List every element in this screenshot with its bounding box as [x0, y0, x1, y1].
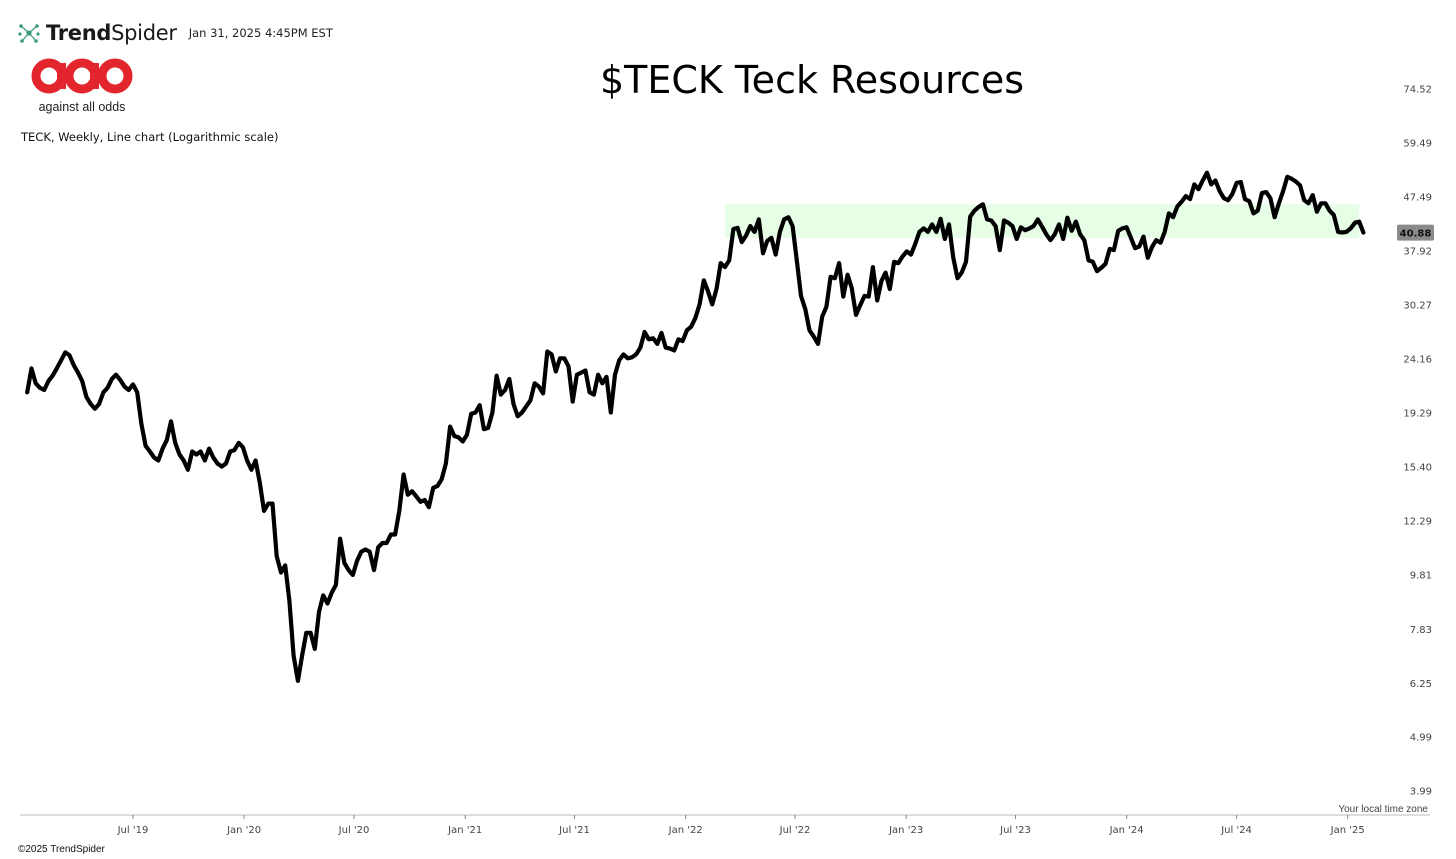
aao-logo-mark	[31, 58, 133, 94]
x-tick-label: Jul '23	[999, 825, 1031, 836]
y-tick-label: 9.81	[1410, 571, 1432, 582]
y-tick-label: 24.16	[1403, 355, 1432, 366]
y-tick-label: 47.49	[1403, 193, 1432, 204]
y-tick-label: 3.99	[1410, 786, 1432, 797]
y-tick-label: 6.25	[1410, 679, 1432, 690]
x-tick-label: Jul '24	[1220, 825, 1252, 836]
timestamp: Jan 31, 2025 4:45PM EST	[188, 26, 333, 40]
y-tick-label: 37.92	[1403, 247, 1432, 258]
resistance-zone	[724, 204, 1360, 238]
aao-logo-text: against all odds	[38, 100, 126, 114]
chart-subtitle: TECK, Weekly, Line chart (Logarithmic sc…	[21, 130, 279, 144]
y-tick-label: 74.52	[1403, 85, 1432, 96]
x-tick-label: Jul '21	[558, 825, 590, 836]
x-tick-label: Jul '19	[117, 825, 149, 836]
y-tick-label: 15.40	[1403, 463, 1432, 474]
price-line	[25, 170, 1366, 683]
x-tick-label: Jan '21	[447, 825, 482, 836]
brand-name: TrendSpider	[46, 21, 177, 45]
x-tick-label: Jan '22	[668, 825, 703, 836]
x-tick-label: Jan '20	[226, 825, 261, 836]
chart-title: $TECK Teck Resources	[600, 58, 1025, 102]
y-tick-label: 7.83	[1410, 625, 1432, 636]
y-tick-label: 59.49	[1403, 139, 1432, 150]
aao-logo: against all odds	[30, 58, 134, 114]
x-tick-label: Jul '22	[779, 825, 811, 836]
y-tick-label: 19.29	[1403, 409, 1432, 420]
x-tick-label: Jan '23	[888, 825, 923, 836]
x-tick-label: Jan '24	[1109, 825, 1144, 836]
y-tick-label: 4.99	[1410, 733, 1432, 744]
x-tick-label: Jul '20	[338, 825, 370, 836]
last-price-label: 40.88	[1400, 229, 1432, 240]
trendspider-spider-icon	[18, 24, 40, 43]
x-tick-label: Jan '25	[1330, 825, 1365, 836]
copyright: ©2025 TrendSpider	[18, 844, 105, 855]
y-tick-label: 12.29	[1403, 517, 1432, 528]
timezone-label[interactable]: Your local time zone	[1338, 804, 1428, 815]
trendspider-logo: TrendSpider	[16, 21, 177, 45]
y-tick-label: 30.27	[1403, 301, 1432, 312]
last-price-tag	[1397, 224, 1434, 241]
header: TrendSpider Jan 31, 2025 4:45PM EST	[16, 20, 333, 46]
